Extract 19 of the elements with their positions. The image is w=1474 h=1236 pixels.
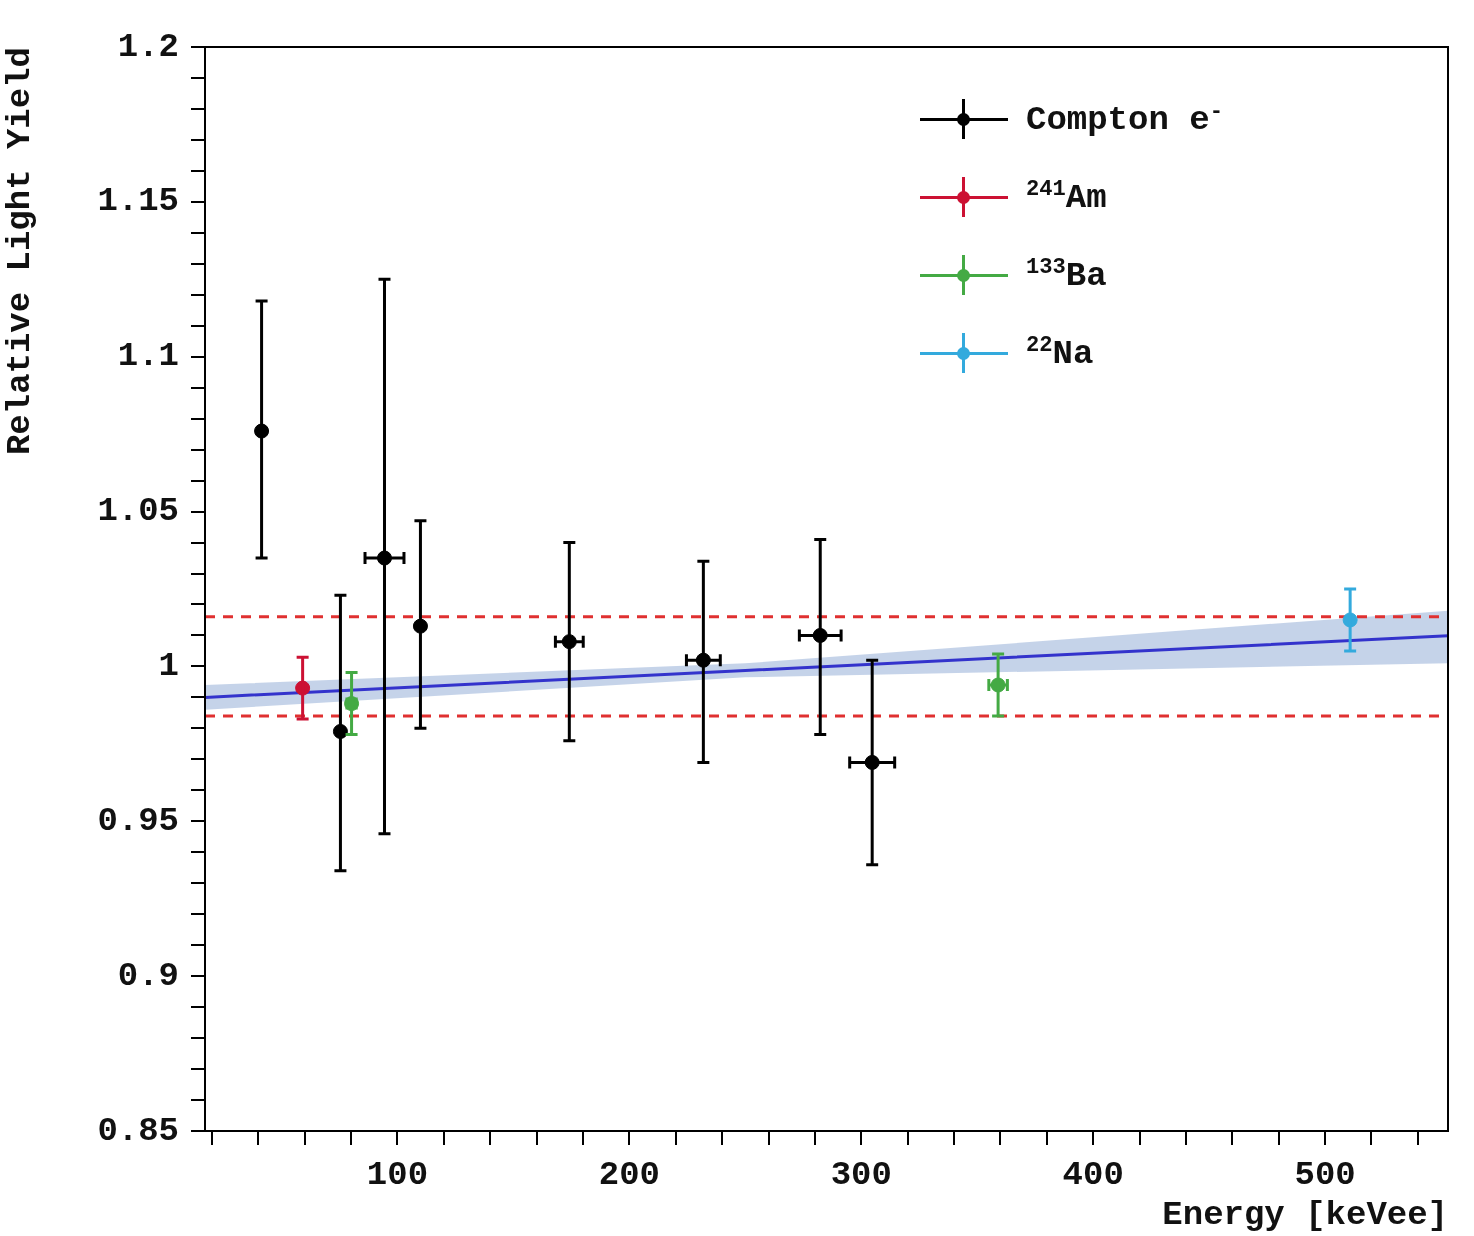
- legend-label: $^{22}$Na: [1026, 332, 1094, 374]
- y-tick-label: 0.9: [117, 956, 179, 995]
- x-tick-label: 200: [598, 1155, 660, 1194]
- y-tick-label: 1: [158, 646, 179, 685]
- y-tick-label: 1.1: [117, 337, 179, 376]
- x-tick-label: 400: [1062, 1155, 1124, 1194]
- x-tick-label: 500: [1294, 1155, 1356, 1194]
- x-tick-label: 300: [830, 1155, 892, 1194]
- y-tick-label: 0.95: [97, 801, 179, 840]
- y-tick-label: 1.15: [97, 182, 179, 221]
- y-tick-label: 1.2: [117, 27, 179, 66]
- y-tick-label: 0.85: [97, 1111, 179, 1150]
- x-axis-title: Energy [keVee]: [1162, 1196, 1448, 1235]
- legend-label: Compton e$^{-}$: [1026, 98, 1223, 140]
- x-tick-label: 100: [366, 1155, 429, 1194]
- y-axis-title: Relative Light Yield: [0, 47, 39, 456]
- legend-label: $^{133}$Ba: [1026, 254, 1107, 296]
- y-tick-label: 1.05: [97, 492, 179, 531]
- legend-label: $^{241}$Am: [1026, 176, 1107, 218]
